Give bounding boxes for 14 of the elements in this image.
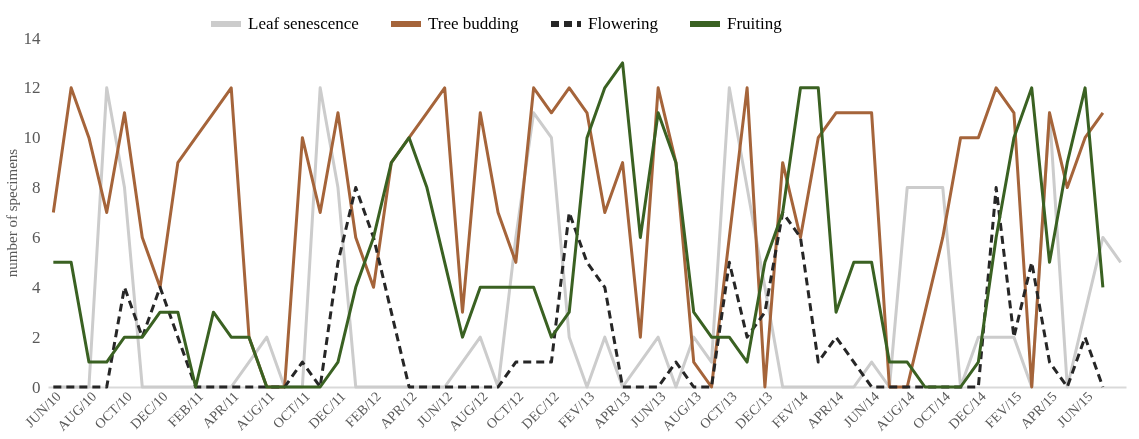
y-tick-label: 6	[32, 227, 41, 247]
y-tick-label: 10	[23, 128, 41, 148]
legend-label: Fruiting	[727, 14, 783, 33]
legend-label: Flowering	[588, 14, 659, 33]
line-series	[51, 186, 1105, 389]
y-tick-label: 4	[32, 277, 41, 297]
y-tick-label: 0	[32, 377, 41, 397]
y-tick-label: 8	[32, 178, 41, 198]
y-tick-label: 14	[23, 28, 41, 48]
y-axis-title: number of specimens	[3, 148, 20, 278]
legend-label: Leaf senescence	[248, 14, 359, 33]
legend-label: Tree budding	[428, 14, 520, 33]
y-tick-label: 2	[32, 327, 41, 347]
y-tick-label: 12	[23, 78, 41, 98]
